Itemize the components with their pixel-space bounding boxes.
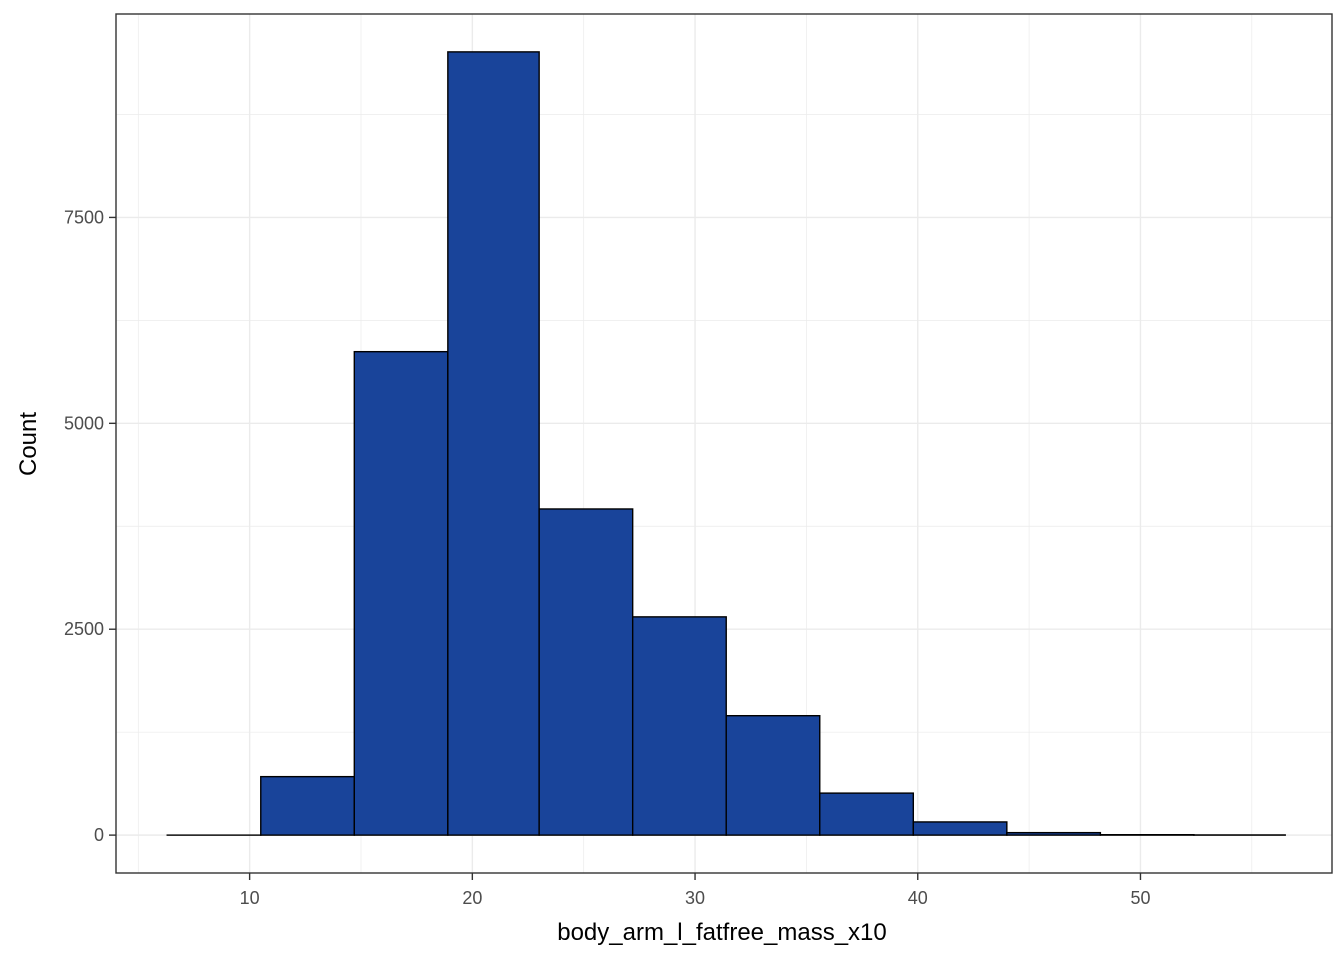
y-tick-label: 7500	[64, 207, 104, 227]
histogram-bar-8	[819, 792, 915, 836]
histogram-bar-4	[447, 51, 540, 836]
histogram-bar-10	[1006, 831, 1102, 836]
histogram-bar-5	[538, 508, 634, 836]
panel-border	[115, 13, 1333, 874]
histogram-bar-9	[912, 821, 1008, 836]
histogram-bars	[166, 51, 1286, 836]
x-axis: 10 20 30 40 50	[240, 873, 1150, 908]
x-tick-label: 10	[240, 888, 260, 908]
histogram-bar-7	[725, 714, 821, 836]
x-tick-label: 20	[462, 888, 482, 908]
x-tick-label: 40	[908, 888, 928, 908]
histogram-bar-6	[631, 616, 727, 836]
histogram-bar-3	[353, 350, 449, 836]
y-axis: 0 2500 5000 7500	[64, 207, 116, 845]
y-axis-title: Count	[15, 412, 42, 476]
y-tick-label: 2500	[64, 619, 104, 639]
y-tick-label: 5000	[64, 413, 104, 433]
x-axis-title: body_arm_l_fatfree_mass_x10	[557, 919, 887, 946]
x-tick-label: 50	[1130, 888, 1150, 908]
y-tick-label: 0	[94, 825, 104, 845]
x-tick-label: 30	[685, 888, 705, 908]
histogram-bar-2	[260, 775, 356, 836]
